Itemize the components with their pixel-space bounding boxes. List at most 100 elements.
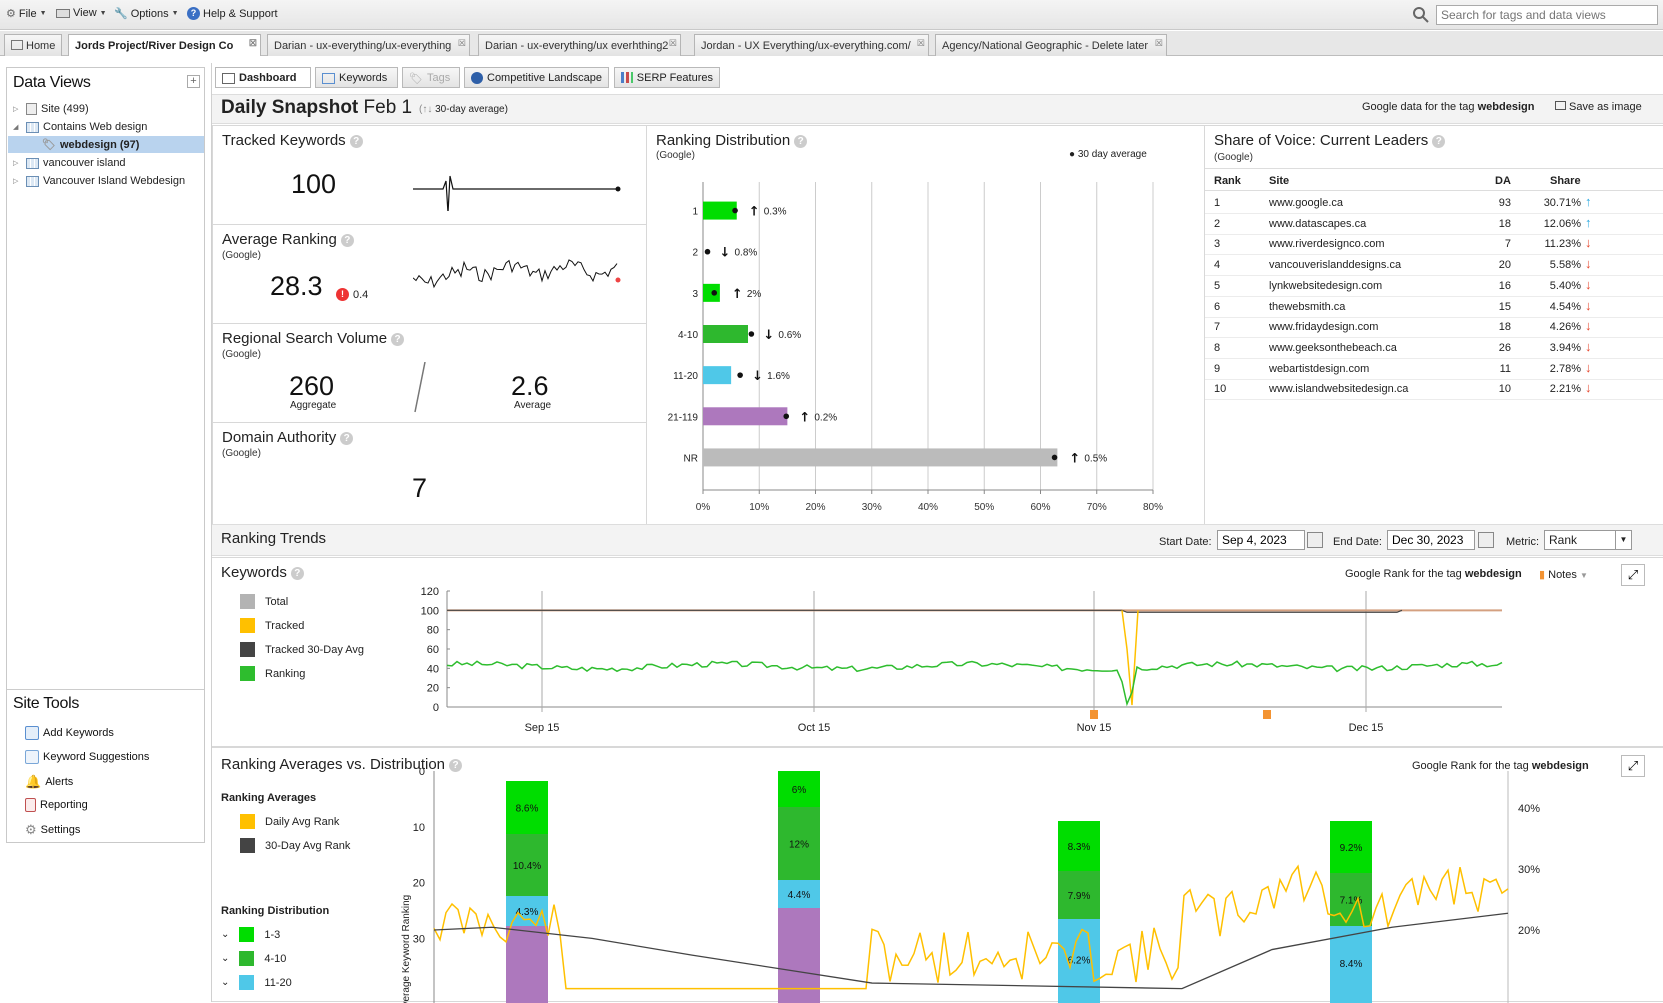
help-menu[interactable]: ? Help & Support (187, 7, 278, 20)
x-tick-label: 70% (1087, 502, 1107, 513)
help-icon[interactable]: ? (449, 759, 463, 772)
legend-11-20[interactable]: ⌄ 11-20 (221, 975, 292, 990)
table-row[interactable]: 3 www.riverdesignco.com 7 11.23% ↓ (1205, 233, 1663, 256)
start-date-input[interactable] (1217, 530, 1305, 550)
chevron-down-icon[interactable]: ⌄ (221, 929, 230, 940)
tab-tags[interactable]: 🏷 Tags (402, 67, 460, 88)
tab-darian-2[interactable]: Darian - ux-everything/ux everhthing2 ☒ (478, 34, 681, 56)
tab-competitive-landscape[interactable]: Competitive Landscape (464, 67, 609, 88)
header-share[interactable]: Share (1550, 175, 1581, 187)
calendar-icon[interactable] (1307, 532, 1323, 548)
help-icon[interactable]: ? (340, 432, 354, 445)
tab-serp-features[interactable]: SERP Features (614, 67, 720, 88)
tab-agency[interactable]: Agency/National Geographic - Delete late… (935, 34, 1167, 56)
main-content: Dashboard Keywords 🏷 Tags Competitive Lan… (211, 63, 1663, 1003)
legend-label: 30-Day Avg Rank (265, 839, 351, 852)
tab-darian-1[interactable]: Darian - ux-everything/ux-everything ☒ (267, 34, 470, 56)
tool-reporting[interactable]: Reporting (25, 798, 88, 812)
close-icon[interactable]: ☒ (916, 38, 925, 48)
legend-30-day-avg-rank[interactable]: 30-Day Avg Rank (240, 838, 350, 853)
table-row[interactable]: 4 vancouverislanddesigns.ca 20 5.58% ↓ (1205, 254, 1663, 277)
calendar-icon[interactable] (1478, 532, 1494, 548)
legend-ranking[interactable]: Ranking (240, 666, 305, 681)
header-site[interactable]: Site (1269, 175, 1290, 187)
close-icon[interactable]: ☒ (248, 38, 257, 48)
add-data-view-button[interactable]: + (187, 75, 200, 88)
save-as-image-button[interactable]: Save as image (1555, 101, 1642, 113)
legend-tracked-30-day-avg[interactable]: Tracked 30-Day Avg (240, 642, 364, 657)
close-icon[interactable]: ☒ (668, 38, 677, 48)
tab-jordan[interactable]: Jordan - UX Everything/ux-everything.com… (694, 34, 929, 56)
table-row[interactable]: 2 www.datascapes.ca 18 12.06% ↑ (1205, 213, 1663, 235)
stacked-bar-segment (1330, 873, 1372, 926)
arrow-down-icon: ↓ (1585, 276, 1592, 292)
menu-bar: ⚙ File ▼ View ▼ 🔧 Options ▼ ? Help & Support (0, 0, 1663, 30)
notes-menu[interactable]: ▮ Notes ▼ (1539, 568, 1588, 581)
tree-item-contains-web-design[interactable]: ◢ Contains Web design (13, 121, 147, 133)
tree-item-vancouver-island[interactable]: ▷ vancouver island (13, 157, 126, 169)
x-tick-label: 0% (696, 502, 711, 513)
table-row[interactable]: 6 thewebsmith.ca 15 4.54% ↓ (1205, 296, 1663, 318)
tracked-keywords-panel: Tracked Keywords? 100 (212, 125, 647, 225)
table-row[interactable]: 1 www.google.ca 93 30.71% ↑ (1205, 192, 1663, 214)
table-row[interactable]: 8 www.geeksonthebeach.ca 26 3.94% ↓ (1205, 337, 1663, 359)
header-rank[interactable]: Rank (1214, 175, 1241, 187)
expand-icon[interactable]: ⤢ (1621, 755, 1645, 777)
help-icon[interactable]: ? (391, 333, 405, 346)
legend-total[interactable]: Total (240, 594, 288, 609)
regional-search-volume-panel: Regional Search Volume? (Google) 260 Agg… (212, 323, 647, 423)
end-date-input[interactable] (1387, 530, 1475, 550)
expand-icon[interactable]: ⤢ (1621, 564, 1645, 586)
tool-settings[interactable]: ⚙ Settings (25, 822, 80, 838)
stacked-bar-segment (778, 908, 820, 1003)
close-icon[interactable]: ☒ (457, 38, 466, 48)
expand-icon[interactable]: ▷ (13, 106, 19, 113)
options-menu[interactable]: 🔧 Options ▼ (114, 7, 179, 21)
domain-authority-value: 7 (412, 473, 428, 503)
chevron-down-icon[interactable]: ⌄ (221, 953, 230, 964)
table-row[interactable]: 7 www.fridaydesign.com 18 4.26% ↓ (1205, 316, 1663, 339)
cell-site: lynkwebsitedesign.com (1269, 279, 1383, 292)
help-icon[interactable]: ? (340, 234, 354, 247)
avgdist-google-note: Google Rank for the tag webdesign (1412, 760, 1589, 772)
tab-home[interactable]: Home (4, 34, 62, 56)
metric-select[interactable]: Rank ▼ (1544, 530, 1632, 550)
y-tick-label: 100 (421, 605, 439, 617)
tab-dashboard[interactable]: Dashboard (215, 67, 311, 88)
tree-item-vancouver-island-webdesign[interactable]: ▷ Vancouver Island Webdesign (13, 175, 185, 187)
avg-dot (783, 413, 790, 420)
tree-item-webdesign[interactable]: 🏷 webdesign (97) (8, 136, 204, 153)
data-views-title: Data Views (13, 74, 91, 91)
tree-item-label: vancouver island (43, 157, 126, 169)
tab-keywords[interactable]: Keywords (315, 67, 398, 88)
help-icon[interactable]: ? (290, 567, 304, 580)
tab-jords-project[interactable]: Jords Project/River Design Co ☒ (68, 34, 261, 56)
view-menu[interactable]: View ▼ (56, 7, 107, 19)
legend-daily-avg-rank[interactable]: Daily Avg Rank (240, 814, 339, 829)
cell-da: 10 (1498, 383, 1511, 396)
collapse-icon[interactable]: ◢ (13, 124, 19, 131)
help-icon[interactable]: ? (794, 135, 808, 148)
legend-4-10[interactable]: ⌄ 4-10 (221, 951, 286, 966)
legend-1-3[interactable]: ⌄ 1-3 (221, 927, 280, 942)
tool-keyword-suggestions[interactable]: Keyword Suggestions (25, 750, 149, 764)
stacked-bar-segment (778, 880, 820, 908)
table-row[interactable]: 10 www.islandwebsitedesign.ca 10 2.21% ↓ (1205, 378, 1663, 401)
tool-alerts[interactable]: 🔔 Alerts (25, 774, 73, 790)
file-menu[interactable]: ⚙ File ▼ (6, 7, 47, 21)
legend-tracked[interactable]: Tracked (240, 618, 304, 633)
table-row[interactable]: 5 lynkwebsitedesign.com 16 5.40% ↓ (1205, 275, 1663, 297)
help-icon[interactable]: ? (349, 135, 363, 148)
help-icon[interactable]: ? (1432, 135, 1446, 148)
table-row[interactable]: 9 webartistdesign.com 11 2.78% ↓ (1205, 358, 1663, 380)
header-da[interactable]: DA (1495, 175, 1511, 187)
tool-add-keywords[interactable]: Add Keywords (25, 726, 114, 740)
close-icon[interactable]: ☒ (1154, 38, 1163, 48)
expand-icon[interactable]: ▷ (13, 160, 19, 167)
chevron-down-icon[interactable]: ⌄ (221, 977, 230, 988)
expand-icon[interactable]: ▷ (13, 178, 19, 185)
cell-share: 11.23% (1544, 238, 1582, 251)
tree-item-site[interactable]: ▷ Site (499) (13, 103, 89, 115)
panel-title: Domain Authority? (222, 429, 354, 446)
search-input[interactable] (1436, 5, 1658, 25)
